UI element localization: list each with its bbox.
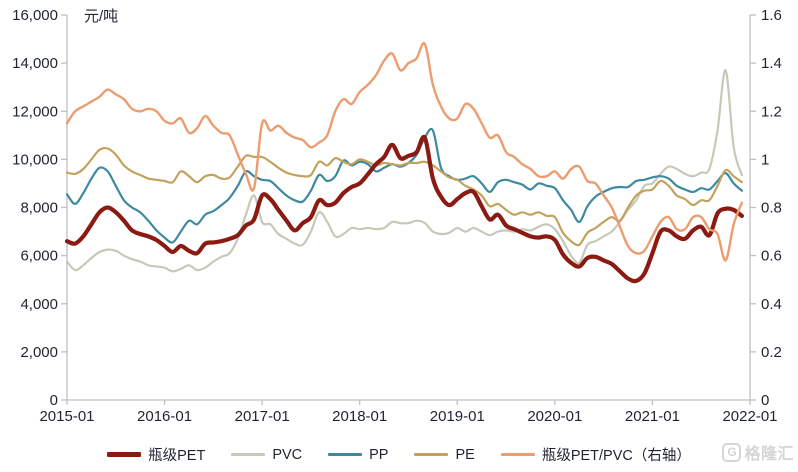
x-axis-tick-label: 2018-01 — [332, 408, 387, 425]
series-line-pet-pvc-ratio — [65, 41, 744, 262]
right-axis-tick-label: 1.4 — [761, 55, 782, 72]
price-line-chart: 元/吨 0 2,000 4,000 6,000 8,000 10,000 12,000 14,… — [12, 7, 782, 425]
x-axis-tick-label: 2022-01 — [722, 408, 777, 425]
right-axis-tick-label: 0.4 — [761, 296, 782, 313]
legend-swatch-bottle-pet — [107, 452, 142, 457]
left-axis-tick-label: 14,000 — [12, 55, 58, 72]
legend-item-bottle-pet: 瓶级PET — [107, 444, 205, 465]
gelonghui-logo-icon: G — [722, 442, 742, 462]
legend-swatch-pp — [328, 453, 363, 456]
legend-label-bottle-pet: 瓶级PET — [148, 448, 206, 464]
legend-swatch-pvc — [231, 453, 266, 456]
left-axis-tick-label: 4,000 — [20, 296, 58, 313]
x-axis-tick-label: 2016-01 — [137, 408, 192, 425]
series-line-pe — [65, 146, 743, 247]
left-axis-unit-label: 元/吨 — [84, 8, 118, 25]
x-axis-tick-label: 2017-01 — [235, 408, 290, 425]
left-axis-tick-label: 0 — [50, 392, 58, 409]
left-axis-tick-label: 2,000 — [20, 344, 58, 361]
x-axis-tick-label: 2019-01 — [430, 408, 485, 425]
right-axis-tick-label: 1.6 — [761, 7, 782, 24]
right-axis-tick-label: 0.6 — [761, 248, 782, 265]
x-axis-tick-label: 2015-01 — [39, 408, 94, 425]
legend-item-pp: PP — [328, 447, 388, 463]
x-axis-tick-label: 2021-01 — [625, 408, 680, 425]
watermark-gelonghui: G 格隆汇 — [722, 440, 794, 464]
legend-item-pet-pvc-ratio: 瓶级PET/PVC（右轴） — [500, 444, 691, 465]
x-axis-tick-label: 2020-01 — [527, 408, 582, 425]
series-line-pp — [65, 127, 743, 244]
legend-item-pe: PE — [414, 446, 475, 463]
right-axis-tick-label: 1 — [761, 151, 769, 168]
watermark-text: 格隆汇 — [744, 446, 794, 463]
legend-swatch-pet-pvc-ratio — [500, 453, 535, 456]
legend-label-pet-pvc-ratio: 瓶级PET/PVC（右轴） — [541, 448, 691, 464]
legend-label-pp: PP — [369, 446, 389, 463]
left-axis-tick-label: 8,000 — [20, 200, 58, 217]
series-line-bottle-pet — [64, 134, 744, 284]
series-line-pvc — [65, 69, 743, 273]
left-axis-tick-label: 6,000 — [20, 248, 58, 265]
right-axis-tick-label: 0.2 — [761, 344, 782, 361]
right-axis-tick-label: 0 — [761, 392, 769, 409]
legend-item-pvc: PVC — [231, 447, 302, 463]
right-axis-tick-label: 1.2 — [761, 103, 782, 120]
legend-label-pe: PE — [455, 446, 475, 463]
legend-swatch-pe — [414, 453, 449, 456]
left-axis-tick-label: 10,000 — [12, 151, 58, 168]
legend-label-pvc: PVC — [272, 446, 303, 463]
chart-legend: 瓶级PET PVC PP PE 瓶级PET/PVC（右轴） — [0, 444, 798, 465]
right-axis-tick-label: 0.8 — [761, 200, 782, 217]
left-axis-tick-label: 16,000 — [12, 7, 58, 24]
left-axis-tick-label: 12,000 — [12, 103, 58, 120]
